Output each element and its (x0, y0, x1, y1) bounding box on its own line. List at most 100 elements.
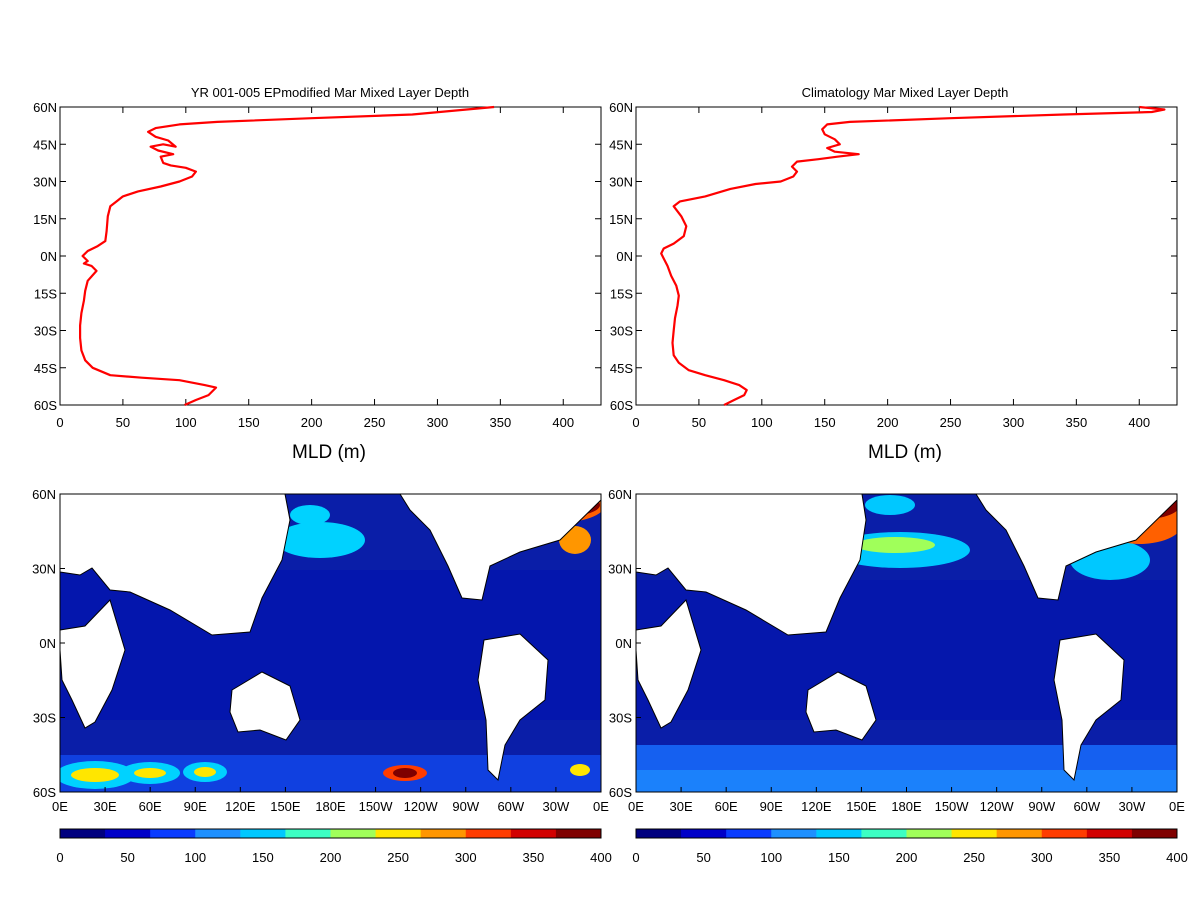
map-field-2 (636, 494, 1177, 792)
profile-frame-1 (59, 106, 602, 406)
north-america-land-1 (399, 494, 601, 601)
so-patch-a-core-1 (71, 768, 119, 782)
colorbar-ticks-2: 0 50 100 150 200 250 300 350 400 (632, 850, 1187, 865)
profile-title-2: Climatology Mar Mixed Layer Depth (802, 85, 1009, 100)
x-tick-label: 400 (1128, 415, 1150, 430)
colorbar-tick-label: 350 (523, 850, 545, 865)
map-panel-2: 60S 30S 0N 30N 60N 0E 30E 60E 90E 120E 150E 180E 15… (608, 487, 1188, 865)
x-tick-label: 50 (116, 415, 130, 430)
colorbar-tick-label: 200 (896, 850, 918, 865)
colorbar-tick-label: 250 (387, 850, 409, 865)
lon-tick-label: 60W (497, 799, 524, 814)
y-tick-label: 30S (34, 324, 57, 339)
map-lat-ticks-2: 60S 30S 0N 30N 60N (608, 487, 641, 800)
y-tick-label: 0N (40, 249, 57, 264)
x-tick-label: 50 (692, 415, 706, 430)
kuroshio-core-2 (855, 537, 935, 553)
lon-tick-label: 120W (980, 799, 1015, 814)
colorbar-segment (1041, 829, 1088, 838)
colorbar-tick-label: 0 (632, 850, 639, 865)
southern-ocean-inner-2 (636, 770, 1177, 792)
x-tick-label: 0 (56, 415, 63, 430)
colorbar-segment (1086, 829, 1133, 838)
so-patch-e-1 (570, 764, 590, 776)
x-tick-label: 400 (552, 415, 574, 430)
lon-tick-label: 90E (184, 799, 207, 814)
y-tick-label: 30N (609, 175, 633, 190)
colorbar-tick-label: 150 (828, 850, 850, 865)
lat-tick-label: 0N (615, 636, 632, 651)
lat-tick-label: 60N (32, 487, 56, 502)
colorbar-ticks-1: 0 50 100 150 200 250 300 350 400 (56, 850, 611, 865)
colorbar-tick-label: 100 (184, 850, 206, 865)
colorbar-segment (906, 829, 953, 838)
x-tick-label: 100 (751, 415, 773, 430)
lon-tick-label: 30E (94, 799, 117, 814)
lon-tick-label: 90W (1028, 799, 1055, 814)
y-tick-label: 45N (609, 137, 633, 152)
profile-xlabel-1: MLD (m) (292, 442, 366, 463)
x-tick-label: 300 (427, 415, 449, 430)
colorbar-tick-label: 350 (1099, 850, 1121, 865)
y-tick-label: 60N (609, 100, 633, 115)
kuroshio-north-1 (290, 505, 330, 525)
south-america-land-1 (477, 633, 549, 782)
lat-tick-label: 60N (608, 487, 632, 502)
lon-tick-label: 150W (359, 799, 394, 814)
colorbar-segment (465, 829, 512, 838)
y-tick-label: 15S (34, 286, 57, 301)
lon-tick-label: 150E (846, 799, 877, 814)
colorbar-tick-label: 150 (252, 850, 274, 865)
colorbar-segment (240, 829, 286, 838)
x-tick-label: 200 (877, 415, 899, 430)
colorbar-segment (555, 829, 602, 838)
y-tick-label: 30N (33, 175, 57, 190)
colorbar-1 (59, 828, 602, 839)
australia-land-1 (229, 671, 301, 741)
so-patch-d-core-1 (393, 768, 417, 778)
eurasia-land-1 (60, 494, 291, 636)
y-tick-label: 15S (610, 286, 633, 301)
lon-tick-label: 0E (52, 799, 68, 814)
lat-tick-label: 30N (608, 562, 632, 577)
lon-tick-label: 60W (1073, 799, 1100, 814)
north-america-land-2 (975, 494, 1177, 601)
profile-xlabel-2: MLD (m) (868, 442, 942, 463)
colorbar-segment (681, 829, 727, 838)
x-tick-label: 300 (1003, 415, 1025, 430)
x-tick-label: 150 (814, 415, 836, 430)
south-america-land-2 (1053, 633, 1125, 782)
lon-tick-label: 0E (628, 799, 644, 814)
colorbar-segment (996, 829, 1043, 838)
lon-tick-label: 60E (715, 799, 738, 814)
y-tick-label: 45S (610, 361, 633, 376)
lon-tick-label: 60E (139, 799, 162, 814)
australia-land-2 (805, 671, 877, 741)
map-panel-1: 60S 30S 0N 30N 60N 0E 30E 60E 90E 120E 150E 180E 15… (32, 487, 612, 865)
lon-tick-label: 180E (315, 799, 346, 814)
lon-tick-label: 150E (270, 799, 301, 814)
lon-tick-label: 0E (593, 799, 609, 814)
colorbar-segment (330, 829, 377, 838)
africa-land-1 (60, 599, 126, 729)
lon-tick-label: 150W (935, 799, 970, 814)
y-tick-label: 45N (33, 137, 57, 152)
x-tick-label: 350 (489, 415, 511, 430)
profile-line-2 (660, 105, 1166, 406)
x-tick-label: 250 (364, 415, 386, 430)
lon-tick-label: 180E (891, 799, 922, 814)
colorbar-segment (510, 829, 557, 838)
colorbar-tick-label: 250 (963, 850, 985, 865)
y-tick-label: 30S (610, 324, 633, 339)
lat-tick-label: 60S (33, 785, 56, 800)
colorbar-segment (816, 829, 862, 838)
profile-title-1: YR 001-005 EPmodified Mar Mixed Layer De… (191, 85, 469, 100)
lat-tick-label: 30S (609, 711, 632, 726)
y-tick-label: 15N (609, 212, 633, 227)
colorbar-2 (635, 828, 1178, 839)
x-tick-label: 150 (238, 415, 260, 430)
so-patch-b-core-1 (134, 768, 166, 778)
map-lat-ticks-1: 60S 30S 0N 30N 60N (32, 487, 65, 800)
colorbar-segment (636, 829, 682, 838)
